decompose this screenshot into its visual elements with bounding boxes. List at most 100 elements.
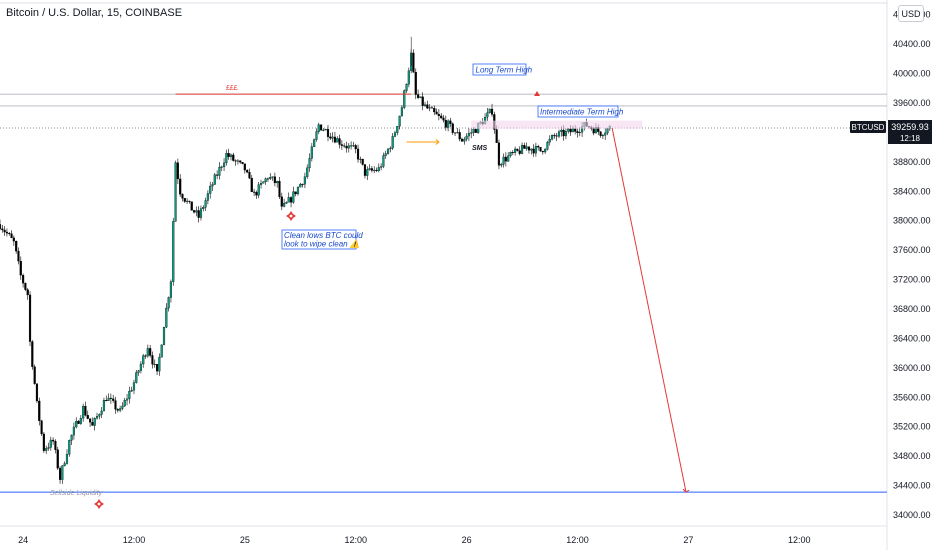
candle: [181, 193, 184, 202]
price-tick-label: 39600.00: [893, 98, 931, 108]
candle: [130, 386, 133, 392]
candle: [497, 139, 501, 170]
price-tick-label: 34000.00: [893, 510, 931, 520]
candle: [502, 153, 505, 168]
candle: [153, 359, 156, 368]
time-tick-label: 12:00: [123, 535, 146, 545]
candle: [456, 128, 459, 134]
candle: [24, 282, 27, 292]
candle: [61, 465, 64, 484]
candle: [192, 209, 196, 214]
candle: [1, 225, 4, 233]
candle: [523, 142, 526, 149]
candle: [218, 162, 221, 180]
candle: [396, 125, 399, 136]
candle: [470, 128, 473, 139]
candle: [384, 150, 387, 159]
candle: [102, 397, 106, 412]
candle: [15, 240, 18, 254]
candle: [414, 68, 417, 100]
candle: [336, 136, 339, 143]
candle: [220, 165, 223, 172]
candle: [541, 150, 544, 155]
candle: [553, 133, 556, 139]
clean-lows-line1: Clean lows BTC could: [284, 231, 363, 240]
candle: [430, 106, 434, 109]
candle: [22, 273, 25, 288]
candle: [283, 198, 286, 208]
candle: [567, 127, 570, 134]
price-tick-label: 36000.00: [893, 363, 931, 373]
candle: [123, 397, 126, 408]
candle: [539, 147, 542, 152]
candle: [486, 108, 489, 122]
candle: [174, 160, 177, 222]
price-tick-label: 38000.00: [893, 216, 931, 226]
candle: [119, 405, 122, 413]
candle: [504, 152, 507, 167]
candle: [84, 401, 87, 417]
equal-highs-label: £££: [226, 85, 238, 92]
candle: [518, 146, 521, 156]
candle: [190, 201, 193, 211]
candle: [72, 422, 75, 440]
candle: [82, 403, 85, 422]
candle: [363, 164, 367, 179]
candle: [112, 394, 115, 403]
candle: [121, 402, 124, 411]
candle: [239, 160, 242, 164]
candle: [105, 395, 108, 402]
candle: [222, 158, 226, 172]
candle: [428, 104, 431, 112]
candle: [285, 201, 288, 204]
candle: [287, 192, 290, 203]
candle: [460, 137, 464, 142]
candle: [343, 143, 346, 148]
candle: [419, 96, 422, 99]
clean-lows-annotation: Clean lows BTC could look to wipe clean …: [281, 229, 363, 250]
candle: [555, 132, 558, 141]
projection-arrow-head-icon: [682, 488, 690, 493]
last-price-text: 39259.93: [891, 122, 929, 132]
intermediate-high-annotation: Intermediate Term High: [537, 105, 624, 118]
time-axis[interactable]: 24 12:00 25 12:00 26 12:00 27 12:00: [18, 535, 810, 545]
candle: [58, 466, 62, 484]
candle: [241, 162, 244, 165]
candle: [100, 407, 103, 419]
candle: [444, 115, 447, 131]
price-tick-label: 40000.00: [893, 69, 931, 79]
candle: [306, 164, 309, 179]
time-tick-label: 24: [18, 535, 28, 545]
time-tick-label: 27: [683, 535, 693, 545]
candle: [370, 166, 373, 173]
candle: [35, 383, 39, 403]
candle: [162, 326, 166, 346]
candle: [165, 303, 168, 329]
time-tick-label: 12:00: [566, 535, 589, 545]
price-tick-label: 34800.00: [893, 451, 931, 461]
price-axis[interactable]: 40800.0040400.0040000.0039600.0039200.00…: [893, 10, 931, 520]
long-term-high-annotation: Long Term High: [472, 63, 533, 76]
candle: [225, 149, 228, 166]
candle: [77, 419, 80, 425]
candle: [188, 200, 191, 204]
candle: [42, 432, 45, 453]
candle: [45, 445, 48, 454]
candle: [273, 172, 276, 187]
time-tick-label: 12:00: [788, 535, 811, 545]
candle: [421, 92, 424, 111]
candle: [435, 108, 438, 115]
candle: [465, 133, 468, 142]
candle: [211, 181, 214, 191]
candle: [377, 163, 380, 173]
candle: [146, 344, 149, 358]
candle: [322, 128, 325, 132]
currency-button[interactable]: USD: [898, 5, 924, 22]
candle: [151, 351, 154, 369]
candle: [149, 344, 152, 358]
symbol-badge-text: BTCUSD: [852, 123, 885, 132]
candle: [345, 141, 348, 153]
candle: [202, 205, 205, 212]
candle: [537, 144, 540, 151]
